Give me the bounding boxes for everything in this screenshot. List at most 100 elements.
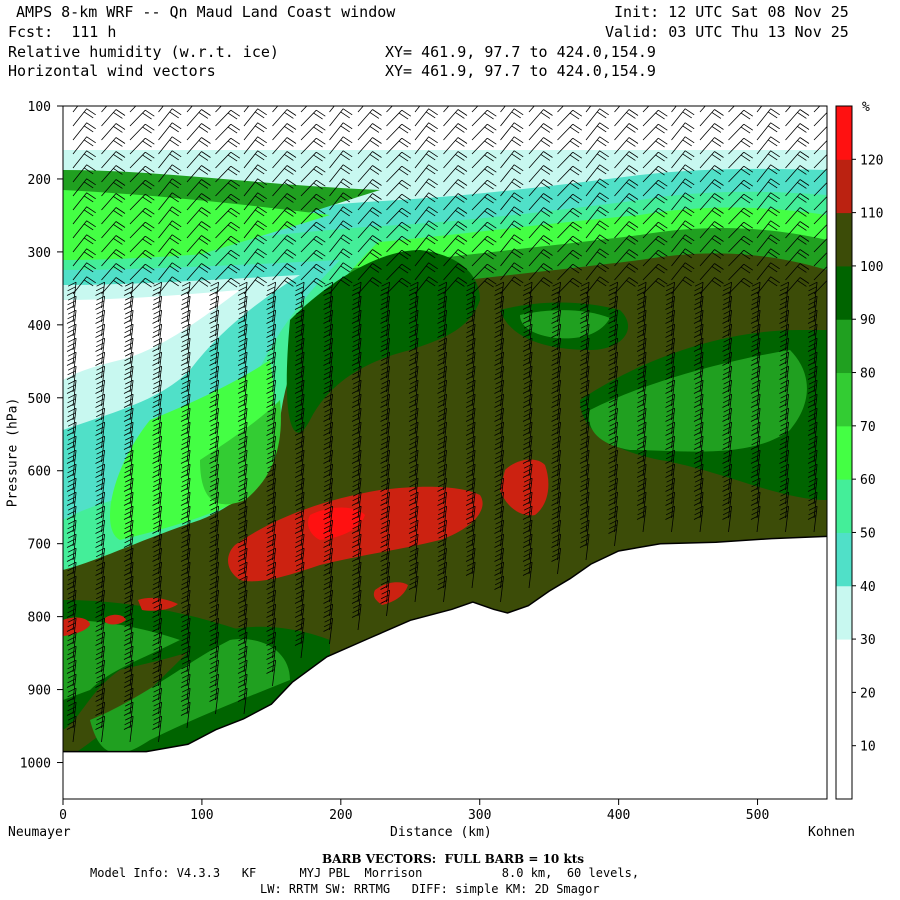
wind-barb [614,165,639,183]
wind-barb [72,234,96,253]
wind-barb [693,365,704,393]
wind-barb [494,379,504,407]
wind-barb [323,505,333,533]
wind-barb [237,463,248,491]
wind-barb [665,421,675,449]
wind-barb [408,351,419,379]
wind-barb [386,221,412,239]
wind-barb [728,151,754,169]
wind-barb [180,407,191,435]
wind-barb [95,281,105,309]
wind-barb [152,295,162,323]
wind-barb [779,309,789,337]
wind-barb [494,463,504,491]
wind-barb [386,165,412,183]
wind-barb [357,165,382,183]
wind-barb [408,295,419,323]
wind-barb [351,533,362,561]
wind-barb [471,221,497,239]
colorbar-swatch [836,372,852,427]
wind-barb [158,106,164,113]
wind-barb [66,463,77,491]
wind-barb [66,673,77,701]
wind-barb [101,179,126,197]
wind-barb [101,277,126,295]
wind-barb [636,421,647,449]
wind-barb [551,407,561,435]
plot-frame [62,105,828,800]
wind-barb [329,234,353,253]
wind-barb [750,365,761,393]
wind-barb [494,365,504,393]
wind-barb [551,533,561,561]
colorbar-level-label: 120 [860,153,883,168]
wind-barb [636,435,647,463]
colorbar-swatch [836,106,852,160]
rh-band-80-90-c [520,310,610,339]
wind-barb [557,249,583,267]
wind-barb [807,379,818,407]
wind-barb [186,249,211,267]
wind-barb [728,165,754,183]
wind-barb [243,122,267,141]
wind-barb [323,547,333,575]
wind-barb [528,123,553,141]
wind-barb [722,295,732,323]
wind-barb [351,365,362,393]
wind-barb [414,206,438,225]
wind-barb [522,323,533,351]
wind-barb [329,106,335,113]
colorbar-level-label: 20 [860,686,876,701]
colorbar: 10 20 30 40 50 60 70 80 90 100 110 120 [835,105,883,800]
wind-barb [608,407,618,435]
wind-barb [180,477,191,505]
wind-barb [779,365,789,393]
wind-barb [266,463,276,491]
wind-barb [642,123,668,141]
wind-barb [215,263,241,281]
wind-barb [579,323,590,351]
wind-barb [237,309,248,337]
wind-barb [152,477,162,505]
wind-barb [237,659,248,687]
wind-barb [756,248,780,267]
wind-barb [699,151,724,169]
wind-barb [380,505,390,533]
wind-barb [528,106,535,113]
wind-barb [494,309,504,337]
wind-barb [294,337,305,365]
wind-barb [357,263,382,281]
wind-barb [329,164,353,183]
wind-barb [465,477,476,505]
wind-barb [215,106,222,113]
wind-barb [351,421,362,449]
wind-barb [494,477,504,505]
wind-barb [380,463,390,491]
wind-barb [522,407,533,435]
wind-barb [522,379,533,407]
wind-barb [728,109,754,127]
wind-barb [95,617,105,645]
wind-barb [642,165,668,183]
wind-barb [642,109,668,127]
wind-barb [693,379,704,407]
wind-barb [408,281,419,309]
wind-barb [66,603,77,631]
wind-barb [722,281,732,309]
wind-barb [642,249,668,267]
wind-barb [357,193,382,211]
wind-barb [215,137,241,155]
wind-barb [380,309,390,337]
wind-barb [807,365,818,393]
wind-barb [750,421,761,449]
wind-barb [756,106,763,113]
wind-barb [300,277,326,295]
wind-barb [699,277,724,295]
wind-barb [351,407,362,435]
wind-barb [72,164,96,183]
wind-barb [636,309,647,337]
wind-barb [522,449,533,477]
wind-barb [180,281,191,309]
wind-barb [123,365,134,393]
wind-barb [528,235,553,253]
